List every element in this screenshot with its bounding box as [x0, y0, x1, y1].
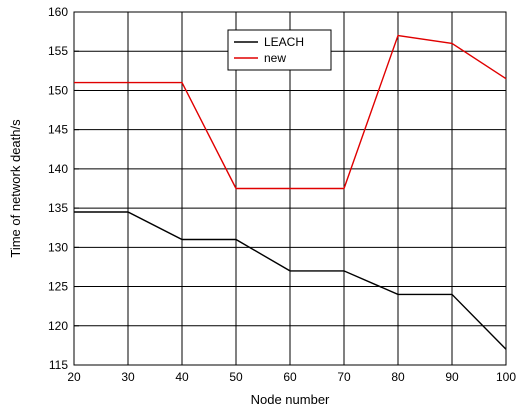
legend: LEACH new — [227, 29, 332, 71]
x-tick-label: 20 — [67, 370, 81, 384]
y-tick-label: 160 — [48, 5, 68, 19]
y-tick-label: 125 — [48, 280, 68, 294]
x-axis-title: Node number — [251, 392, 330, 407]
y-tick-label: 145 — [48, 123, 68, 137]
y-axis-title: Time of network death/s — [8, 119, 23, 258]
y-tick-label: 150 — [48, 83, 68, 97]
y-tick-label: 140 — [48, 162, 68, 176]
y-tick-label: 115 — [49, 358, 68, 372]
x-tick-label: 50 — [229, 370, 243, 384]
legend-label-new: new — [264, 51, 286, 65]
legend-box — [227, 29, 332, 71]
series-line-leach — [74, 211, 507, 350]
x-tick-label: 80 — [391, 370, 405, 384]
y-tick-label: 135 — [48, 201, 68, 215]
x-tick-label: 70 — [337, 370, 351, 384]
series-layer — [74, 34, 507, 350]
x-tick-label: 90 — [445, 370, 459, 384]
y-tick-label: 155 — [48, 44, 68, 58]
x-tick-label: 100 — [496, 370, 516, 384]
y-tick-label: 130 — [48, 240, 68, 254]
x-tick-label: 30 — [121, 370, 135, 384]
x-tick-label: 60 — [283, 370, 297, 384]
series-line-new — [74, 34, 507, 190]
tick-layer: 20 30 40 50 60 70 80 90 100 115 120 125 130 135 140 145… — [48, 5, 516, 384]
y-tick-label: 120 — [48, 319, 68, 333]
x-tick-label: 40 — [175, 370, 189, 384]
legend-label-leach: LEACH — [264, 35, 304, 49]
